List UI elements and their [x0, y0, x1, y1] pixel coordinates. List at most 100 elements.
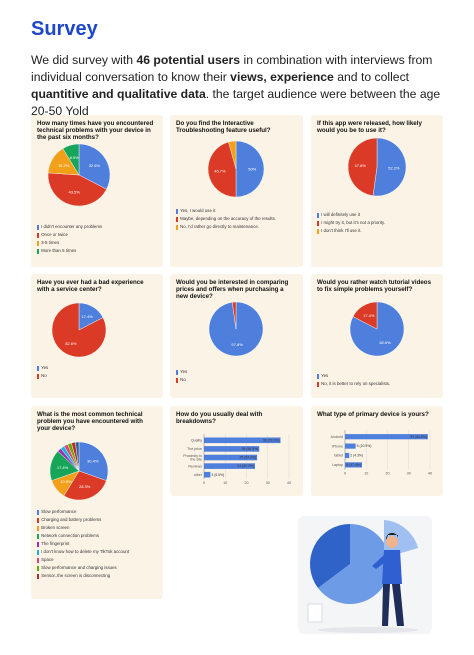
pie-slice — [352, 301, 378, 330]
bar — [345, 452, 350, 459]
legend-item: I don't think I'll use it. — [317, 227, 385, 235]
legend-swatch — [37, 533, 39, 539]
slice-label: 82.6% — [379, 340, 391, 345]
category-label: tablet — [334, 454, 343, 458]
survey-card-service-center: Have you ever had a bad experience with … — [31, 274, 163, 398]
intro-text: We did survey with 46 potential users in… — [31, 52, 451, 120]
survey-card-troubleshooting: Do you find the Interactive Troubleshoot… — [170, 115, 303, 267]
intro-highlight: views, experience — [230, 70, 334, 84]
slice-label: 45.7% — [214, 169, 226, 174]
bar-chart: 0 10 20 30 40 Android 39 (84.8%) iPhone 5 (10.9%… — [331, 430, 432, 476]
bar-value-label: 39 (84.8%) — [410, 435, 427, 439]
intro-highlight: 46 potential users — [136, 53, 241, 67]
question-title: Have you ever had a bad experience with … — [37, 279, 144, 294]
pie-slice — [232, 301, 237, 330]
intro-run: . the target audience were between the a… — [31, 87, 441, 118]
survey-card-device-type: What type of primary device is yours? 0 1… — [311, 406, 443, 496]
legend-item: 3-5 times — [37, 239, 102, 247]
legend-swatch — [37, 525, 39, 531]
slice-label: 50% — [248, 166, 256, 171]
pie-slice — [62, 143, 80, 176]
slice-label: 15.2% — [58, 163, 70, 168]
legend-item: Yes — [37, 364, 48, 372]
chart-legend: Yes No — [37, 364, 48, 380]
illustration-plant-pot — [307, 603, 323, 623]
question-title: Do you find the Interactive Troubleshoot… — [176, 120, 271, 135]
legend-swatch — [176, 224, 178, 230]
bar-value-label: 2 (4.3%) — [350, 454, 363, 458]
legend-item: Slow performance and charging issues — [37, 564, 129, 572]
category-label: Reviews — [188, 464, 202, 468]
legend-swatch — [37, 541, 39, 547]
legend-label: No — [41, 373, 47, 378]
legend-item: Charging and battery problems — [37, 516, 129, 524]
slice-label: 82.6% — [65, 341, 77, 346]
question-title: Would you rather watch tutorial videos t… — [317, 279, 432, 294]
illustration-shadow — [318, 627, 418, 633]
legend-item: Yes — [176, 368, 187, 376]
bar-value-label: 5 (10.9%) — [357, 444, 372, 448]
legend-label: The fingerprint — [41, 541, 70, 546]
illustration-person-arm — [372, 554, 388, 569]
illustration-person-head — [386, 536, 398, 548]
question-title: What type of primary device is yours? — [317, 411, 429, 418]
pie-chart: 52.2% 47.8% — [347, 137, 407, 197]
pie-chart: 97.8% — [208, 301, 264, 357]
legend-label: I might try it, but it's not a priority. — [321, 220, 386, 225]
pie-chart: 82.6% 17.4% — [349, 301, 405, 357]
legend-label: I don't know how to delete my TikTok acc… — [41, 549, 130, 554]
category-label: Laptop — [332, 463, 343, 467]
legend-swatch — [317, 228, 319, 234]
x-tick-label: 10 — [364, 472, 368, 476]
survey-card-tutorials: Would you rather watch tutorial videos t… — [311, 274, 443, 398]
bar-value-label: 36 (78.3%) — [263, 438, 280, 442]
question-title: Would you be interested in comparing pri… — [176, 279, 289, 301]
legend-swatch — [176, 216, 178, 222]
legend-label: Broken screen — [41, 525, 70, 530]
legend-item: Yes, I would use it — [176, 207, 276, 215]
legend-item: More than 5 times — [37, 247, 102, 255]
legend-swatch — [37, 573, 39, 579]
illustration-pie-slice-dark — [310, 524, 350, 588]
legend-label: More than 5 times — [41, 248, 77, 253]
legend-item: No — [176, 376, 187, 384]
legend-swatch — [176, 208, 178, 214]
x-tick-label: 20 — [386, 472, 390, 476]
legend-label: No, I'd rather go directly to maintenanc… — [180, 224, 260, 229]
legend-swatch — [37, 365, 39, 371]
survey-card-common-problem: What is the most common technical proble… — [31, 406, 163, 599]
x-tick-label: 0 — [203, 481, 205, 485]
chart-legend: I will definitely use it I might try it, … — [317, 211, 385, 235]
x-tick-label: 20 — [245, 481, 249, 485]
bar — [204, 471, 211, 478]
legend-label: Once or twice — [41, 232, 68, 237]
illustration-pie-large — [318, 524, 390, 604]
bar — [345, 434, 428, 440]
legend-swatch — [37, 517, 39, 523]
bar — [204, 463, 255, 469]
legend-swatch — [37, 549, 39, 555]
legend-label: Yes — [41, 365, 49, 370]
pie-slice — [75, 441, 80, 472]
legend-label: I don't think I'll use it. — [321, 228, 362, 233]
bar-value-label: 3 (6.5%) — [211, 473, 224, 477]
pie-slice — [78, 441, 109, 481]
slice-label: 17.4% — [363, 313, 375, 318]
chart-legend: I didn't encounter any problems Once or t… — [37, 223, 102, 255]
pie-slice — [78, 143, 111, 190]
pie-chart: 32.6% 43.5% 15.2%8.5% — [47, 143, 111, 207]
bar-chart: 0 10 20 30 40 Quality 36 (78.3%) The price 26 (5… — [183, 434, 291, 485]
legend-item: I might try it, but it's not a priority. — [317, 219, 385, 227]
intro-run: We did survey with — [31, 53, 137, 67]
bar — [345, 462, 362, 468]
x-tick-label: 30 — [266, 481, 270, 485]
slice-label: 8.5% — [70, 155, 80, 160]
legend-label: Yes — [321, 373, 329, 378]
bar — [345, 443, 356, 449]
legend-swatch — [176, 369, 178, 375]
chart-legend: Yes No — [176, 368, 187, 384]
legend-swatch — [37, 240, 39, 246]
bar — [204, 446, 260, 452]
bar-value-label: 26 (56.5%) — [242, 447, 259, 451]
legend-label: Charging and battery problems — [41, 517, 102, 522]
